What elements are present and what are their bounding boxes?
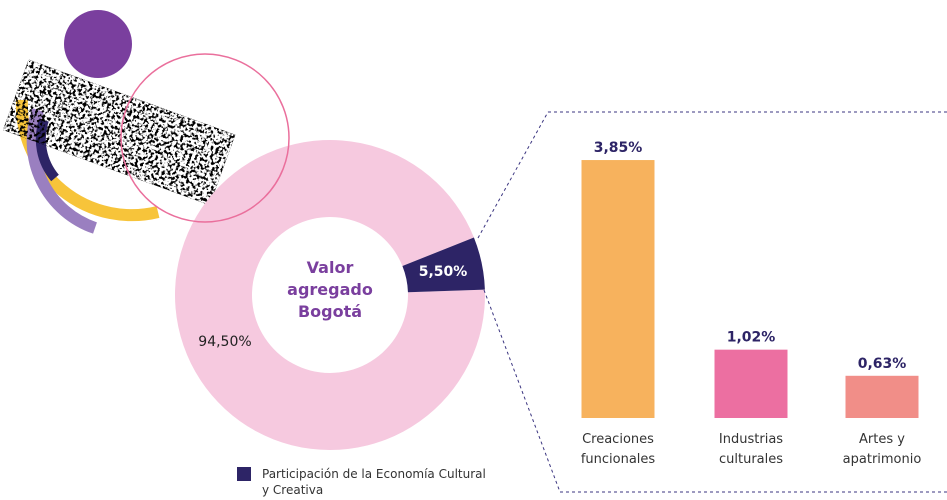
bar <box>715 350 788 418</box>
value-label: 94,50% <box>198 334 251 350</box>
category-label: Creaciones funcionales <box>563 430 673 470</box>
decoration <box>3 10 235 228</box>
bar <box>846 376 919 418</box>
value-label: 1,02% <box>727 330 776 346</box>
page: 94,50% 5,50% 3,85% 1,02% 0,63% Valor agrega… <box>0 0 947 500</box>
legend-label: Participación de la Economía Cultural y … <box>262 466 492 498</box>
connector-line <box>478 112 548 238</box>
bar <box>582 160 655 418</box>
category-label: Artes y apatrimonio <box>827 430 937 470</box>
category-label: Industrias culturales <box>696 430 806 470</box>
chart: 94,50% 5,50% 3,85% 1,02% 0,63% <box>0 0 947 500</box>
value-label: 3,85% <box>594 140 643 156</box>
value-label: 5,50% <box>419 264 468 280</box>
connector-line <box>484 290 560 492</box>
legend-swatch <box>237 467 251 481</box>
deco-circle <box>64 10 132 78</box>
bar-chart: 3,85% 1,02% 0,63% <box>582 140 919 418</box>
center-label: Valor agregado Bogotá <box>270 257 390 323</box>
value-label: 0,63% <box>858 356 907 372</box>
